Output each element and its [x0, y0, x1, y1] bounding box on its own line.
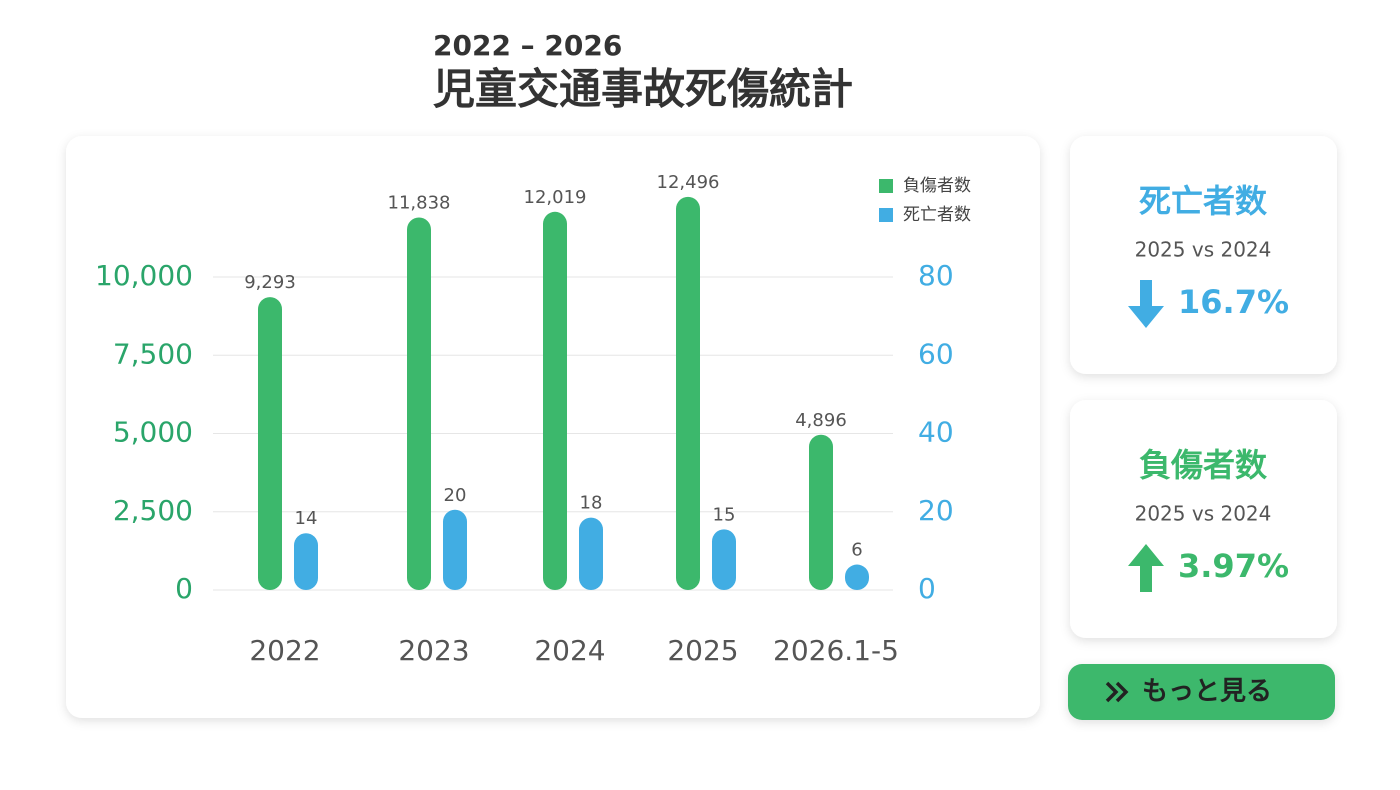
bar: [845, 564, 869, 590]
card-change: 16.7%: [1178, 283, 1289, 321]
y2-tick-label: 0: [918, 572, 936, 605]
bar: [676, 196, 700, 591]
legend-label: 死亡者数: [903, 205, 971, 225]
y2-tick-label: 40: [918, 416, 954, 449]
data-label: 6: [851, 540, 862, 561]
bar: [579, 517, 603, 590]
y-tick-label: 7,500: [113, 337, 193, 370]
more-button[interactable]: もっと見る: [1068, 664, 1335, 720]
stat-card: [1070, 400, 1337, 638]
card-comparison: 2025 vs 2024: [1135, 238, 1272, 262]
data-label: 12,019: [524, 187, 587, 208]
x-tick-label: 2023: [398, 634, 469, 667]
x-tick-label: 2022: [249, 634, 320, 667]
y-tick-label: 0: [175, 572, 193, 605]
y-tick-label: 10,000: [95, 259, 193, 292]
card-change: 3.97%: [1178, 547, 1289, 585]
subtitle: 2022 – 2026: [433, 29, 622, 62]
chevron-icon[interactable]: [1105, 681, 1129, 703]
data-label: 11,838: [388, 192, 451, 213]
card-title: 負傷者数: [1139, 446, 1268, 484]
card-comparison: 2025 vs 2024: [1135, 502, 1272, 526]
bar: [407, 217, 431, 591]
card-title: 死亡者数: [1139, 182, 1268, 220]
data-label: 15: [713, 504, 736, 525]
legend-swatch: [879, 208, 893, 222]
x-tick-label: 2026.1-5: [773, 634, 899, 667]
bar: [543, 211, 567, 590]
y2-tick-label: 80: [918, 259, 954, 292]
y-tick-label: 5,000: [113, 416, 193, 449]
button-bg[interactable]: [1068, 664, 1335, 720]
y-tick-label: 2,500: [113, 494, 193, 527]
y2-tick-label: 60: [918, 337, 954, 370]
bar: [443, 509, 467, 590]
bar: [294, 533, 318, 590]
data-label: 20: [444, 485, 467, 506]
y2-tick-label: 20: [918, 494, 954, 527]
data-label: 4,896: [795, 410, 847, 431]
data-label: 18: [580, 493, 603, 514]
bar: [712, 529, 736, 590]
data-label: 9,293: [244, 272, 296, 293]
bar: [258, 297, 282, 590]
trend-arrow: [1128, 544, 1164, 592]
legend-label: 負傷者数: [903, 176, 971, 196]
title: 児童交通事故死傷統計: [433, 65, 853, 114]
legend-swatch: [879, 179, 893, 193]
x-tick-label: 2024: [534, 634, 605, 667]
button-label[interactable]: もっと見る: [1142, 677, 1272, 707]
trend-arrow: [1128, 280, 1164, 328]
x-tick-label: 2025: [667, 634, 738, 667]
bar: [809, 434, 833, 590]
data-label: 12,496: [657, 172, 720, 193]
data-label: 14: [295, 508, 318, 529]
